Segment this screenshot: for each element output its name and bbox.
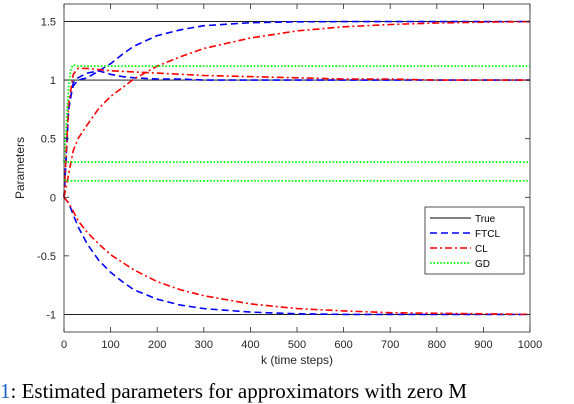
y-tick-label: 0.5 [41,134,56,146]
y-tick-label: 0 [50,192,56,204]
caption-text: : Estimated parameters for approximators… [10,379,468,403]
x-tick-label: 1000 [518,339,542,351]
legend-label: True [475,214,496,225]
x-tick-label: 200 [148,339,166,351]
series-ftcl-line-2 [63,20,530,198]
series-ftcl [63,20,530,316]
series-cl [63,20,531,316]
series-cl-line-3 [63,196,531,316]
y-axis-label: Parameters [13,137,27,199]
series-cl-line-1 [63,67,530,198]
y-tick-label: 1.5 [41,17,56,29]
ticks-layer: 0 100 200 300 400 500 600 700 800 900 1000 -1 -0.5 0 0… [37,4,542,351]
legend-item-true: True [430,214,496,225]
plot-area [64,4,530,332]
series-cl-line-2 [63,20,531,198]
legend-item-cl: CL [430,244,488,255]
series-ftcl-line-3 [63,196,530,316]
x-tick-label: 800 [428,339,446,351]
series-gd-line-1 [63,64,530,163]
legend-label: FTCL [475,229,500,240]
parameters-line-chart: 0 100 200 300 400 500 600 700 800 900 1000 -1 -0.5 0 0… [13,3,542,367]
x-tick-label: 100 [101,339,119,351]
x-tick-label: 900 [474,339,492,351]
legend-item-ftcl: FTCL [430,229,500,240]
x-axis-label: k (time steps) [261,353,333,367]
series-ftcl-line-1 [63,70,530,198]
y-tick-label: -0.5 [37,251,56,263]
x-tick-label: 700 [381,339,399,351]
x-tick-label: 400 [241,339,259,351]
y-tick-label: -1 [46,309,56,321]
x-tick-label: 600 [334,339,352,351]
figure-number: 1 [0,379,11,403]
legend-label: CL [475,244,488,255]
legend: True FTCL CL GD [424,206,525,275]
y-tick-label: 1 [50,75,56,87]
x-tick-label: 300 [195,339,213,351]
series-layer [63,20,531,316]
series-gd [63,64,530,182]
figure-caption: 1: Estimated parameters for approximator… [0,378,574,404]
x-tick-label: 0 [61,339,67,351]
legend-item-gd: GD [430,259,490,270]
series-gd-line-3 [63,178,530,182]
x-tick-label: 500 [288,339,306,351]
legend-label: GD [475,259,490,270]
